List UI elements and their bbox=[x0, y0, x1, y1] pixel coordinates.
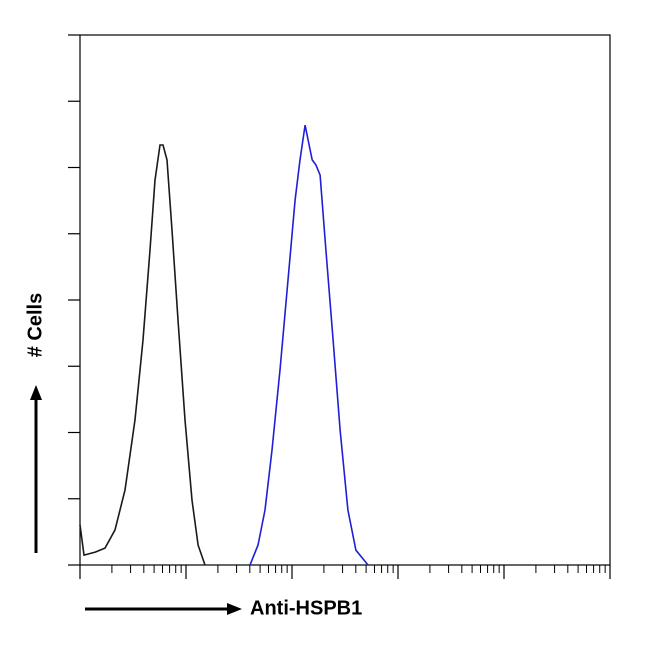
y-arrow-head bbox=[30, 385, 42, 400]
x-arrow-head bbox=[227, 603, 242, 615]
histogram-line bbox=[79, 144, 206, 566]
y-axis-label: # Cells bbox=[24, 293, 46, 357]
x-axis-label: Anti-HSPB1 bbox=[250, 597, 362, 619]
histogram-line bbox=[249, 124, 369, 566]
